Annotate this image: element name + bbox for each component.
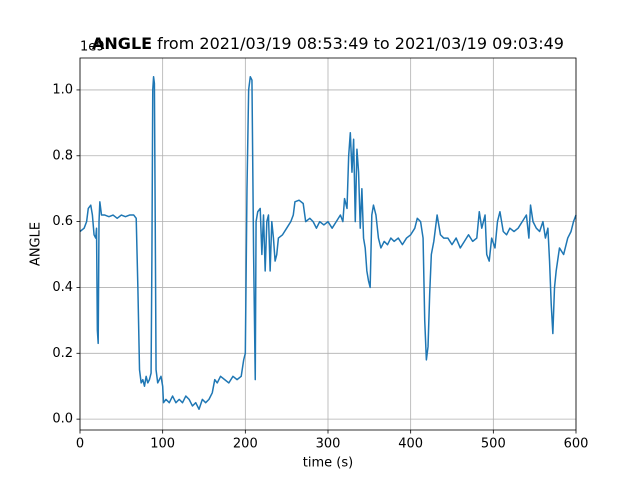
plot-frame [79,57,577,431]
data-line [79,76,577,411]
title-main: ANGLE [92,34,152,53]
y-tick-label: 0.2 [52,346,73,361]
title-suffix: from 2021/03/19 08:53:49 to 2021/03/19 0… [157,34,564,53]
offset-text: 1e9 [80,40,105,55]
y-axis-label: ANGLE [29,222,44,266]
x-axis-label: time (s) [303,456,353,471]
x-tick-label: 300 [316,437,341,452]
x-tick-label: 500 [481,437,506,452]
y-tick-label: 0.8 [52,148,73,163]
x-tick-label: 200 [233,437,258,452]
y-tick-label: 0.6 [52,214,73,229]
y-tick-label: 0.0 [52,412,73,427]
y-tick-label: 0.4 [52,280,73,295]
x-tick-label: 600 [564,437,589,452]
x-tick-label: 0 [76,437,84,452]
y-tick-label: 1.0 [52,82,73,97]
x-tick-label: 100 [150,437,175,452]
chart-title: ANGLE from 2021/03/19 08:53:49 to 2021/03… [92,34,564,53]
x-tick-label: 400 [398,437,423,452]
